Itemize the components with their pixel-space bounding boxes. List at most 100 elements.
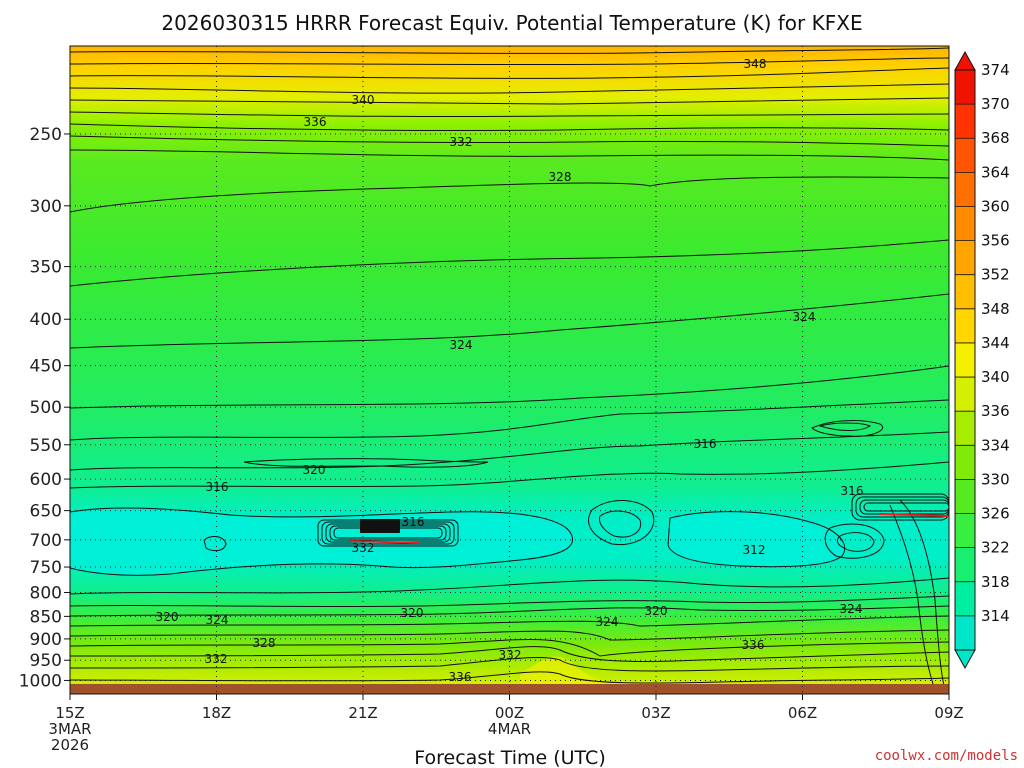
- contour-label: 332: [499, 648, 522, 662]
- contour-line: [203, 536, 227, 552]
- y-tick-label: 300: [30, 197, 62, 217]
- colorbar-label: 336: [981, 402, 1010, 420]
- y-tick-label: 600: [30, 470, 62, 490]
- colorbar-label: 360: [981, 197, 1010, 215]
- x-tick-date: 3MAR: [48, 720, 91, 738]
- colorbar-swatch: [955, 342, 975, 378]
- contour-label: 332: [450, 135, 473, 149]
- contour-line: [70, 67, 949, 79]
- y-tick-label: 550: [30, 436, 62, 456]
- contour-label: 324: [840, 602, 863, 616]
- y-tick-label: 950: [30, 651, 62, 671]
- x-tick-label: 03Z: [641, 704, 670, 722]
- colorbar-label: 326: [981, 505, 1010, 523]
- x-tick-label: 18Z: [202, 704, 231, 722]
- contour-label: 320: [401, 606, 424, 620]
- colorbar-swatch: [955, 138, 975, 173]
- credit-link[interactable]: coolwx.com/models: [875, 748, 1018, 764]
- contour-line: [70, 577, 949, 595]
- contour-line: [667, 511, 846, 568]
- contour-label: 320: [303, 463, 326, 477]
- chart-title: 2026030315 HRRR Forecast Equiv. Potentia…: [161, 11, 862, 35]
- colorbar-label: 368: [981, 129, 1010, 147]
- contour-line: [70, 629, 949, 641]
- contour-line: [70, 605, 949, 617]
- contour-label: 324: [793, 310, 816, 324]
- time-gridlines: [216, 46, 803, 694]
- contour-line: [70, 239, 949, 287]
- colorbar-swatch: [955, 308, 975, 344]
- colorbar: 374 370 368 364 360 356 352 348 344 340 336 334 330 3…: [954, 50, 1010, 670]
- colorbar-swatch: [955, 206, 975, 242]
- x-axis-label: Forecast Time (UTC): [414, 747, 605, 768]
- colorbar-swatch: [955, 581, 975, 617]
- contour-line: [811, 420, 883, 437]
- contour-line: [588, 499, 655, 546]
- colorbar-label: 370: [981, 95, 1010, 113]
- contour-line: [70, 595, 949, 608]
- colorbar-label: 340: [981, 368, 1010, 386]
- contour-labels: 348 340 336 332 328 324 324 320 316 316 316 312 332 3…: [156, 57, 864, 684]
- y-tick-label: 750: [30, 558, 62, 578]
- contour-line: [599, 510, 642, 538]
- x-tick-label: 00Z: [495, 704, 524, 722]
- dense-contour-cluster-left: [317, 519, 459, 547]
- contour-label: 320: [645, 604, 668, 618]
- dense-contour-cluster-right: [851, 493, 949, 521]
- contour-line: [243, 458, 489, 468]
- colorbar-swatch: [955, 513, 975, 549]
- colorbar-swatch: [955, 445, 975, 480]
- contour-line: [899, 499, 946, 691]
- contour-label: 324: [206, 613, 229, 627]
- contour-line: [70, 615, 949, 627]
- contour-line: [70, 431, 949, 471]
- contour-line: [70, 507, 573, 576]
- y-tick-label: 1000: [19, 671, 62, 691]
- contour-line: [70, 657, 949, 672]
- ground-strip: [70, 684, 949, 694]
- contour-line: [70, 57, 949, 66]
- y-tick-label: 350: [30, 258, 62, 278]
- contour-label: 332: [205, 652, 228, 666]
- x-tick-label: 06Z: [788, 704, 817, 722]
- y-tick-label: 700: [30, 531, 62, 551]
- contour-label: 316: [694, 437, 717, 451]
- contour-line: [70, 646, 949, 663]
- colorbar-top-arrow: [954, 50, 976, 71]
- contour-label: 340: [352, 93, 375, 107]
- y-tick-label: 900: [30, 630, 62, 650]
- x-tick-label: 09Z: [934, 704, 963, 722]
- contour-label: 348: [744, 57, 767, 71]
- y-tick-label: 500: [30, 398, 62, 418]
- contour-label: 320: [156, 610, 179, 624]
- colorbar-swatch: [955, 615, 975, 651]
- x-tick-label: 15Z: [55, 704, 84, 722]
- contour-line: [70, 111, 949, 118]
- x-tick-year: 2026: [51, 736, 89, 754]
- colorbar-label: 374: [981, 61, 1010, 79]
- contour-line: [836, 532, 875, 552]
- contour-line: [70, 47, 949, 54]
- colorbar-swatch: [955, 104, 975, 139]
- contour-line: [70, 135, 949, 147]
- cyan-pocket-right: [668, 511, 845, 567]
- contour-line: [818, 422, 872, 431]
- contour-line: [70, 176, 949, 213]
- contour-label: 316: [841, 484, 864, 498]
- colorbar-swatch: [955, 70, 975, 105]
- colorbar-swatch: [955, 547, 975, 583]
- colorbar-frame: [954, 69, 976, 651]
- contour-label: 316: [206, 480, 229, 494]
- contour-label: 328: [253, 636, 276, 650]
- colorbar-swatch: [955, 377, 975, 412]
- plot-area: [69, 45, 950, 695]
- contour-line: [70, 293, 949, 349]
- y-tick-label: 250: [30, 125, 62, 145]
- y-axis-ticks: 250 300 350 400 450 500 550 600 650 700 750 800 850 9…: [19, 125, 70, 691]
- contour-line: [70, 461, 949, 489]
- colorbar-swatch: [955, 240, 975, 276]
- colorbar-swatch: [955, 172, 975, 207]
- y-tick-label: 400: [30, 310, 62, 330]
